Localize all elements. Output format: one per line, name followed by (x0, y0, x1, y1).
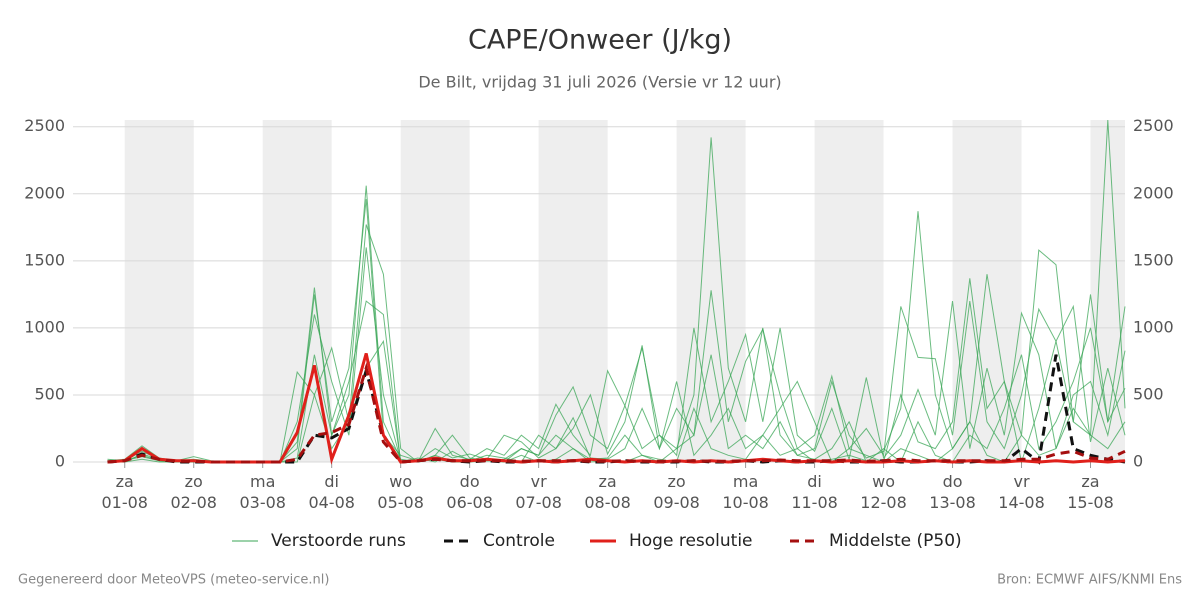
chart-subtitle: De Bilt, vrijdag 31 juli 2026 (Versie vr… (418, 73, 781, 92)
y-tick-label: 2500 (24, 116, 65, 135)
x-tick-label: za 08-08 (584, 472, 631, 512)
y2-tick-label: 1500 (1133, 250, 1174, 269)
x-tick-label: zo 09-08 (653, 472, 700, 512)
day-shade (1090, 120, 1125, 462)
chart-title: CAPE/Onweer (J/kg) (468, 25, 732, 56)
x-tick-label: do 13-08 (929, 472, 976, 512)
footer-left: Gegenereerd door MeteoVPS (meteo-service… (18, 573, 329, 588)
y2-tick-label: 2500 (1133, 116, 1174, 135)
y2-tick-label: 1000 (1133, 317, 1174, 336)
x-tick-label: wo 12-08 (860, 472, 907, 512)
x-tick-label: do 06-08 (446, 472, 493, 512)
day-shade (538, 120, 608, 462)
day-shade (952, 120, 1022, 462)
x-tick-label: vr 14-08 (998, 472, 1045, 512)
y2-tick-label: 2000 (1133, 183, 1174, 202)
x-tick-label: vr 07-08 (515, 472, 562, 512)
y2-tick-label: 500 (1133, 384, 1164, 403)
x-tick-label: di 11-08 (791, 472, 838, 512)
x-tick-label: ma 10-08 (722, 472, 769, 512)
y2-tick-label: 0 (1133, 452, 1143, 471)
y-tick-label: 500 (34, 384, 65, 403)
y-tick-label: 2000 (24, 183, 65, 202)
legend-label: Middelste (P50) (829, 531, 962, 551)
x-tick-label: ma 03-08 (239, 472, 286, 512)
day-shade (124, 120, 194, 462)
y-tick-label: 1000 (24, 317, 65, 336)
series-line (107, 362, 1126, 464)
footer-right: Bron: ECMWF AIFS/KNMI Ens (997, 573, 1182, 588)
legend-label: Controle (483, 531, 555, 551)
legend-label: Hoge resolutie (629, 531, 753, 551)
x-tick-label: za 15-08 (1067, 472, 1114, 512)
x-tick-label: wo 05-08 (377, 472, 424, 512)
x-tick-label: di 04-08 (308, 472, 355, 512)
x-tick-label: za 01-08 (101, 472, 148, 512)
y-tick-label: 1500 (24, 250, 65, 269)
y-tick-label: 0 (55, 452, 65, 471)
x-tick-label: zo 02-08 (170, 472, 217, 512)
day-shade (400, 120, 470, 462)
legend-label: Verstoorde runs (271, 531, 406, 551)
